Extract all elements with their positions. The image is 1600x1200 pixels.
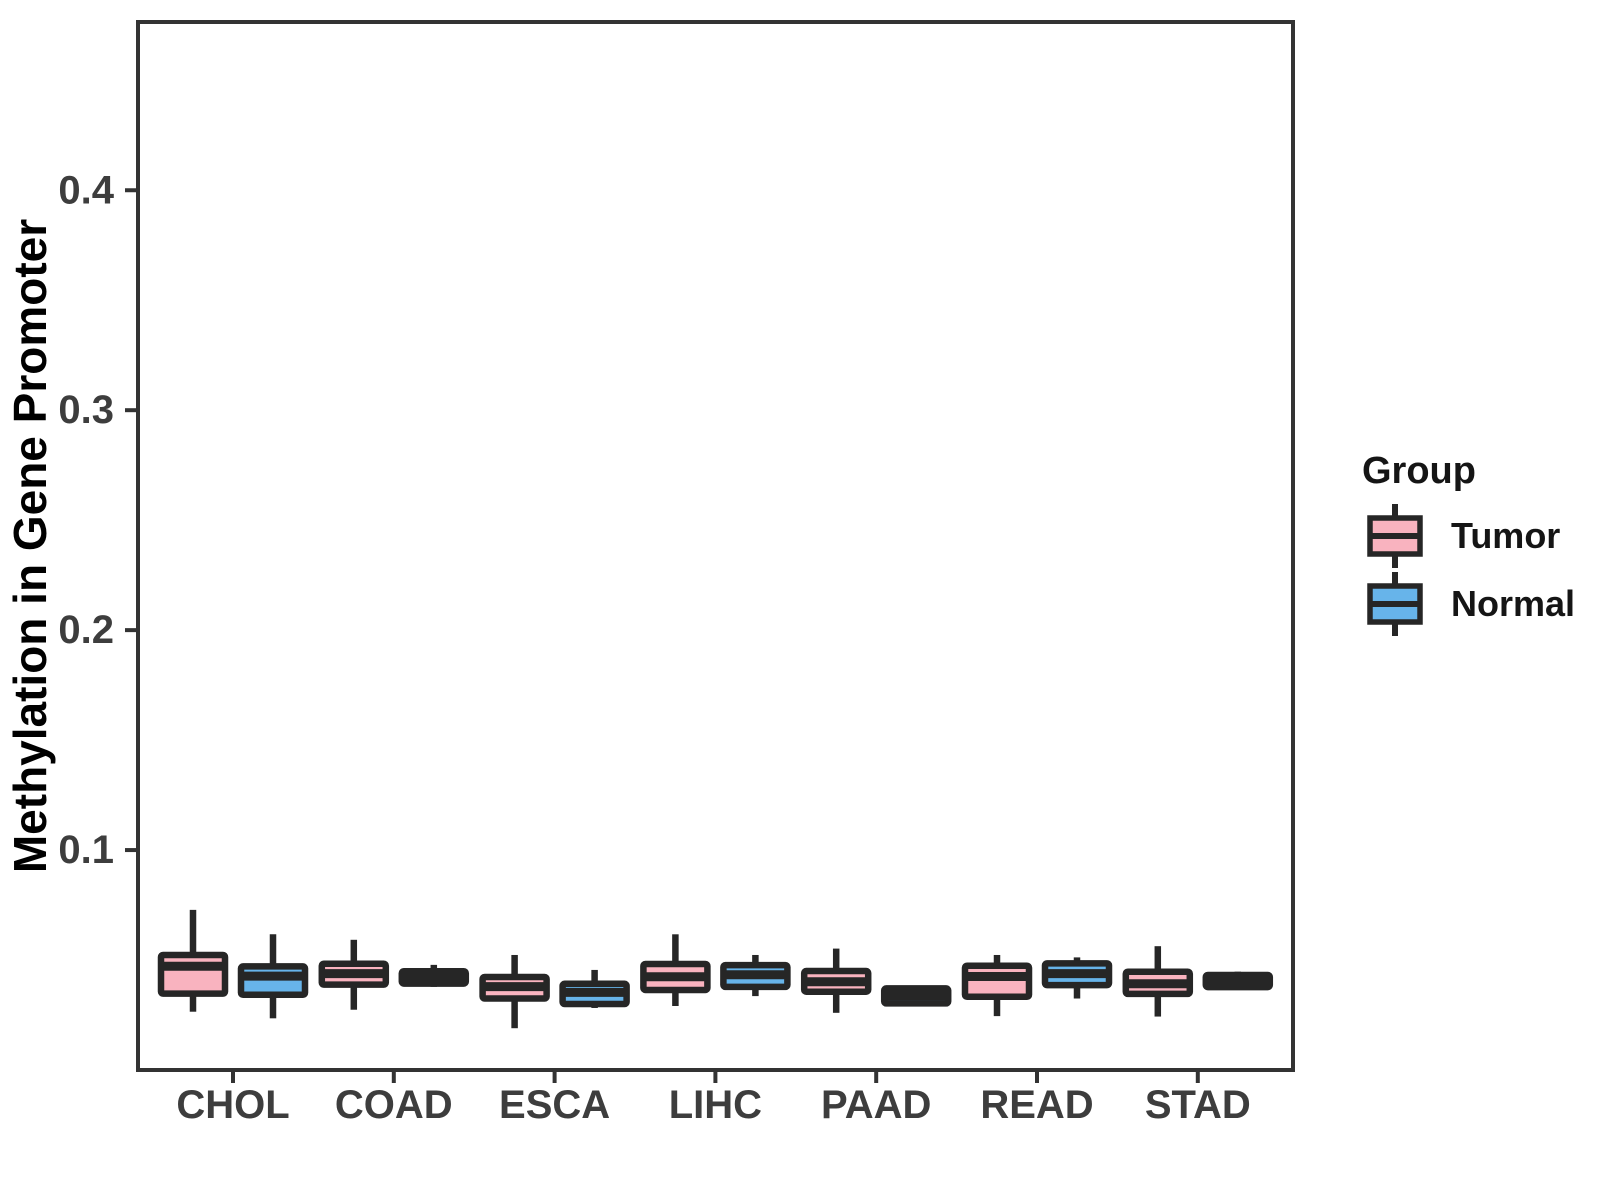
x-tick-label: PAAD [821, 1083, 931, 1127]
box-tumor-chol [157, 951, 229, 997]
tumor-boxplot-key-icon [1367, 504, 1423, 568]
y-tick-label: 0.2 [58, 608, 114, 652]
y-tick-label: 0.3 [58, 388, 114, 432]
x-tick-label: CHOL [176, 1083, 289, 1127]
legend-entry-tumor: Tumor [1366, 504, 1575, 568]
legend-entry-normal: Normal [1366, 572, 1575, 636]
normal-boxplot-key-icon [1367, 572, 1423, 636]
legend-label-tumor: Tumor [1451, 515, 1561, 556]
x-tick-label: LIHC [669, 1083, 762, 1127]
x-tick-label: STAD [1145, 1083, 1251, 1127]
x-tick-label: ESCA [499, 1083, 610, 1127]
box-tumor-read [961, 962, 1033, 1001]
y-axis-title: Methylation in Gene Promoter [4, 219, 56, 873]
x-tick-label: READ [980, 1083, 1093, 1127]
legend: Group Tumor Normal [1362, 448, 1575, 640]
box-normal-chol [237, 963, 309, 999]
y-tick-label: 0.4 [58, 168, 114, 212]
plot-panel: 0.1 0.2 0.3 0.4 CHOL COAD ESCA LIHC PAAD READ STAD [58, 20, 1295, 1127]
y-tick-label: 0.1 [58, 828, 114, 872]
legend-label-normal: Normal [1451, 583, 1576, 624]
x-tick-label: COAD [335, 1083, 453, 1127]
legend-title: Group [1362, 450, 1476, 492]
panel-border [136, 20, 1295, 1072]
